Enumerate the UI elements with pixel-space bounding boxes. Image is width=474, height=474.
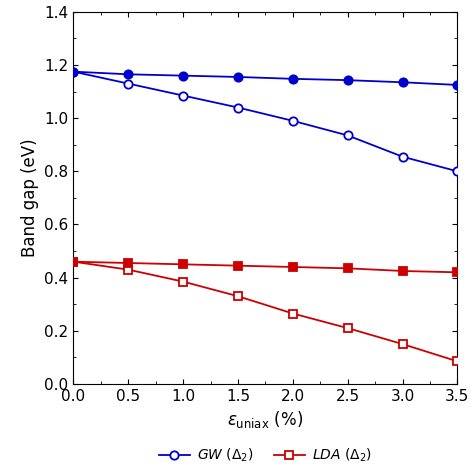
Legend: $GW$ ($\Delta_1$), $LDA$ ($\Delta_1$): $GW$ ($\Delta_1$), $LDA$ ($\Delta_1$) bbox=[154, 471, 377, 474]
Y-axis label: Band gap (eV): Band gap (eV) bbox=[21, 138, 39, 257]
X-axis label: $\varepsilon_\mathrm{uniax}$ (%): $\varepsilon_\mathrm{uniax}$ (%) bbox=[228, 410, 303, 430]
